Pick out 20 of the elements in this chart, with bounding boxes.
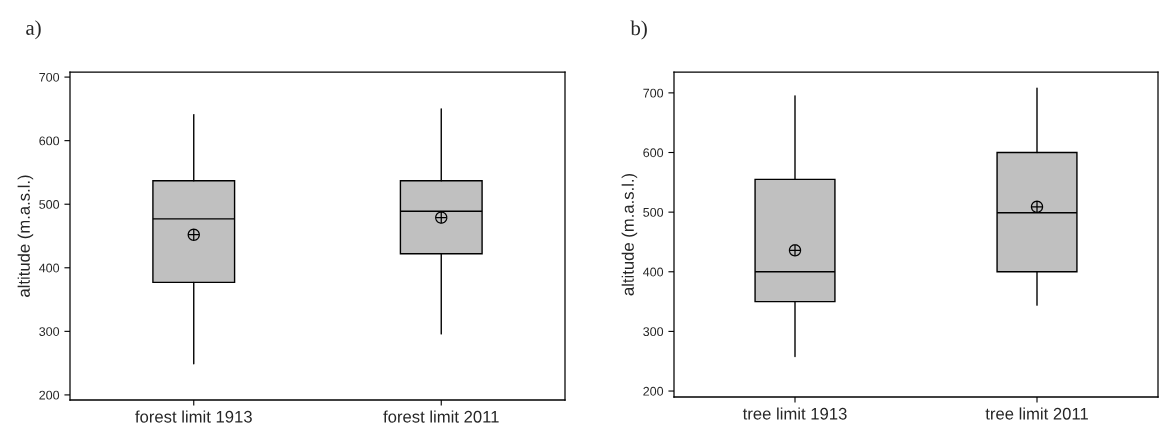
y-tick-label: 200: [39, 390, 60, 400]
y-tick-label: 400: [643, 267, 664, 277]
y-tick-label: 600: [39, 136, 60, 146]
y-tick-label: 700: [643, 88, 664, 98]
y-tick-label: 500: [643, 207, 664, 217]
x-tick-label: forest limit 1913: [135, 410, 252, 423]
x-tick-label: forest limit 2011: [383, 410, 499, 423]
y-tick-label: 400: [39, 263, 60, 273]
y-tick-label: 200: [643, 386, 664, 396]
chart-title: b): [630, 20, 647, 40]
chart-title: a): [26, 20, 41, 40]
y-tick-label: 300: [643, 327, 664, 337]
y-tick-label: 700: [39, 72, 60, 82]
x-tick-label: tree limit 1913: [742, 407, 847, 420]
x-tick-label: tree limit 2011: [985, 407, 1088, 420]
y-tick-label: 500: [39, 200, 60, 209]
y-tick-label: 600: [643, 148, 664, 158]
y-tick-label: 300: [39, 327, 60, 336]
y-axis-title: altitude (m.a.s.l.): [17, 175, 34, 297]
y-axis-title: altitude (m.a.s.l.): [621, 173, 638, 296]
